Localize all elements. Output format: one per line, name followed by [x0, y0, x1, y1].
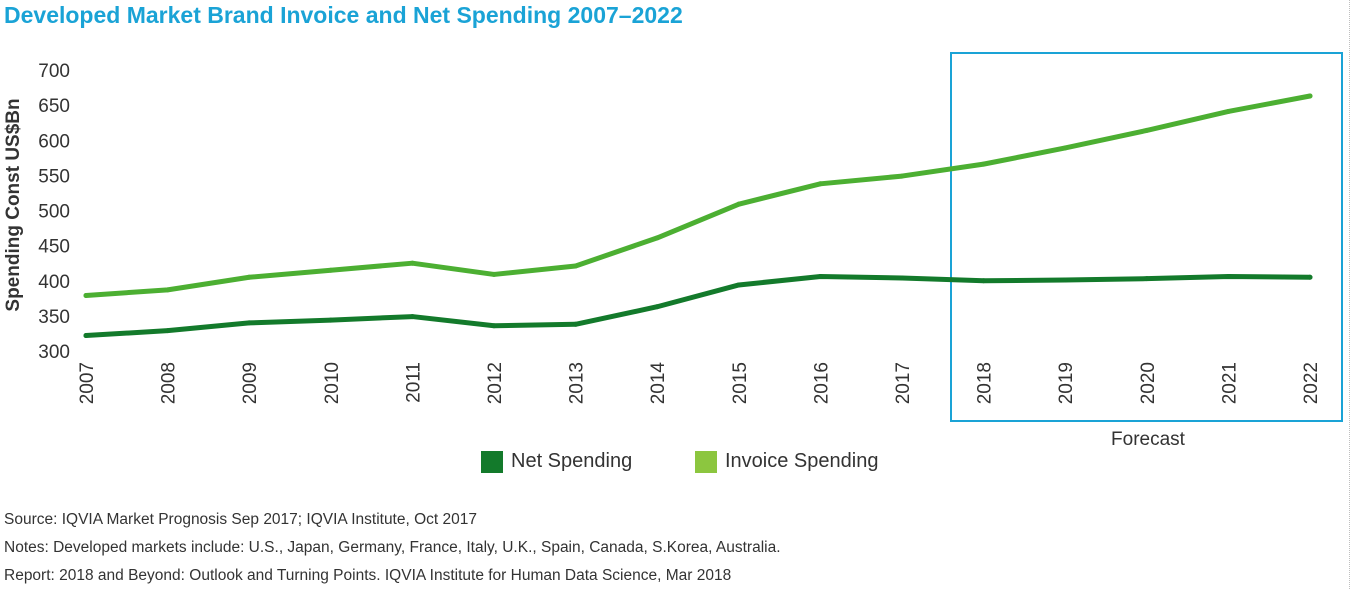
data-point [817, 274, 823, 280]
x-tick-label: 2017 [893, 362, 914, 404]
line-chart: 300 350 400 450 500 550 600 650 700 Spending Con… [3, 52, 1343, 450]
data-point [491, 323, 497, 329]
data-point [1144, 276, 1150, 282]
data-point [328, 267, 334, 273]
series-lines [83, 93, 1313, 339]
chart-notes: Source: IQVIA Market Prognosis Sep 2017;… [4, 506, 781, 590]
x-tick-label: 2015 [730, 362, 751, 404]
forecast-region-box [950, 52, 1343, 422]
x-tick-label: 2022 [1301, 362, 1322, 404]
legend-label-net-spending: Net Spending [511, 450, 633, 472]
chart-title: Developed Market Brand Invoice and Net S… [4, 2, 683, 28]
x-tick-label: 2013 [567, 362, 588, 404]
x-tick-label: 2016 [811, 362, 832, 404]
data-point [328, 317, 334, 323]
data-point [573, 321, 579, 327]
data-point [899, 173, 905, 179]
data-point [409, 314, 415, 320]
x-tick-label: 2007 [77, 362, 98, 404]
data-point [654, 304, 660, 310]
x-tick-label: 2008 [159, 362, 180, 404]
x-tick-label: 2011 [403, 362, 424, 403]
y-tick-label: 350 [38, 307, 70, 328]
data-point [1307, 93, 1313, 99]
x-tick-label: 2019 [1056, 362, 1077, 404]
data-point [981, 161, 987, 167]
legend-label-invoice-spending: Invoice Spending [725, 450, 879, 472]
data-point [1307, 274, 1313, 280]
data-point [1062, 277, 1068, 283]
legend: Net Spending Invoice Spending [0, 450, 1352, 482]
y-tick-label: 600 [38, 131, 70, 152]
x-tick-label: 2020 [1138, 362, 1159, 404]
data-point [1225, 274, 1231, 280]
data-point [165, 287, 171, 293]
y-tick-label: 450 [38, 237, 70, 258]
data-point [409, 260, 415, 266]
legend-item-net-spending: Net Spending [481, 450, 632, 473]
data-point [654, 235, 660, 241]
y-axis-label: Spending Const US$Bn [3, 98, 24, 311]
data-point [573, 263, 579, 269]
data-point [1062, 145, 1068, 151]
y-tick-label: 300 [38, 342, 70, 363]
data-point [817, 181, 823, 187]
y-tick-label: 700 [38, 61, 70, 82]
data-point [83, 293, 89, 299]
legend-swatch-invoice-spending [695, 450, 717, 473]
x-tick-label: 2014 [648, 362, 669, 405]
x-tick-label: 2010 [322, 362, 343, 404]
data-point [981, 278, 987, 284]
data-point [246, 274, 252, 280]
y-tick-label: 550 [38, 166, 70, 187]
x-tick-label: 2021 [1219, 362, 1240, 404]
data-point [1225, 108, 1231, 114]
data-point [165, 328, 171, 334]
forecast-label: Forecast [1111, 429, 1186, 450]
data-point [1144, 127, 1150, 133]
y-tick-label: 400 [38, 272, 70, 293]
y-tick-label: 500 [38, 202, 70, 223]
source-note: Source: IQVIA Market Prognosis Sep 2017;… [4, 511, 477, 528]
legend-swatch-net-spending [481, 450, 503, 473]
series-line-invoice-spending [83, 93, 1313, 299]
report-note: Report: 2018 and Beyond: Outlook and Tur… [4, 567, 732, 584]
data-point [736, 282, 742, 288]
data-point [491, 271, 497, 277]
series-line-net-spending [83, 274, 1313, 339]
x-tick-label: 2018 [975, 362, 996, 404]
page-border-rule [1349, 0, 1350, 589]
data-point [736, 201, 742, 207]
data-point [83, 333, 89, 339]
x-tick-label: 2009 [240, 362, 261, 404]
data-point [899, 275, 905, 281]
x-axis: 2007 2008 2009 2010 2011 2012 2013 2014 2015 2016… [77, 362, 1322, 405]
y-axis: 300 350 400 450 500 550 600 650 700 [38, 61, 70, 363]
data-point [246, 320, 252, 326]
x-tick-label: 2012 [485, 362, 506, 404]
legend-item-invoice-spending: Invoice Spending [695, 450, 878, 473]
markets-note: Notes: Developed markets include: U.S., … [4, 539, 781, 556]
y-tick-label: 650 [38, 96, 70, 117]
